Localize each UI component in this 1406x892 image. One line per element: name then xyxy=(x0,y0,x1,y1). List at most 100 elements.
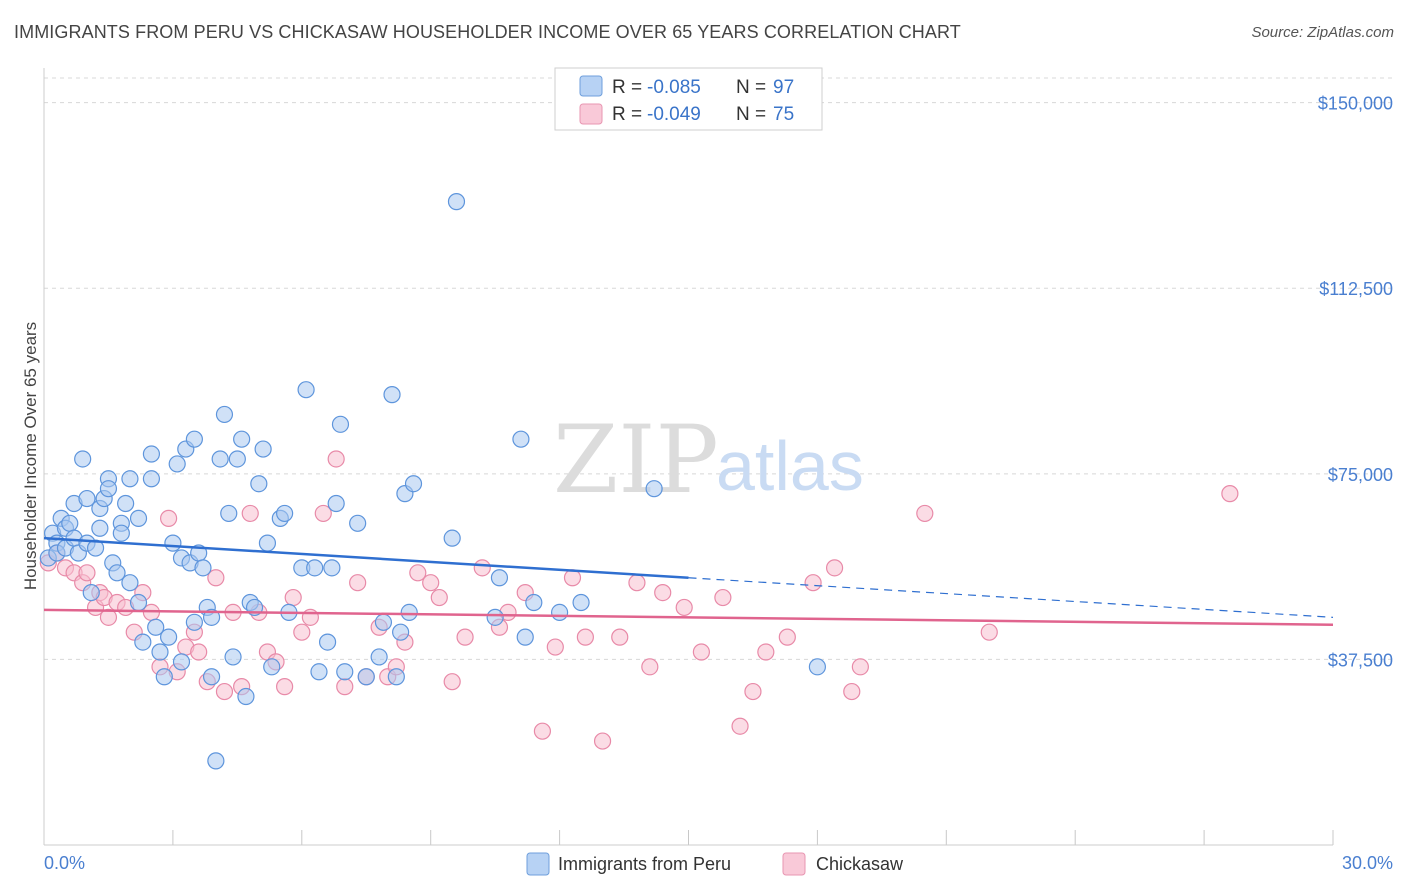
chickasaw-point xyxy=(546,638,564,656)
peru-point xyxy=(550,603,569,621)
chickasaw-point xyxy=(349,574,367,592)
peru-point xyxy=(258,534,277,552)
peru-points xyxy=(39,193,827,770)
chickasaw-point xyxy=(284,588,302,607)
legend-r-label-1: R = xyxy=(612,77,642,98)
legend-swatch-blue xyxy=(579,75,603,97)
chickasaw-point xyxy=(593,732,612,750)
chickasaw-point xyxy=(456,628,474,646)
chickasaw-point xyxy=(327,450,345,468)
x-tick-min: 0.0% xyxy=(44,853,85,873)
peru-point xyxy=(276,504,294,523)
peru-point xyxy=(172,653,191,671)
chickasaw-point xyxy=(190,643,208,661)
peru-point xyxy=(82,583,100,602)
chickasaw-trend-line xyxy=(43,608,1334,627)
peru-point xyxy=(99,480,118,498)
peru-point xyxy=(155,668,173,686)
peru-point xyxy=(237,687,255,706)
peru-point xyxy=(323,559,341,577)
watermark-atlas: atlas xyxy=(716,427,864,505)
peru-point xyxy=(151,643,169,661)
peru-point xyxy=(233,430,251,448)
legend-n-label-1: N = xyxy=(736,77,766,98)
peru-point xyxy=(142,445,161,463)
watermark-zip: ZIP xyxy=(553,406,719,515)
peru-point xyxy=(134,633,152,651)
chickasaw-point xyxy=(409,564,427,582)
legend-r-value-1: -0.085 xyxy=(647,77,701,98)
peru-point xyxy=(572,593,590,612)
peru-point xyxy=(207,752,225,770)
peru-point xyxy=(228,450,246,468)
peru-point xyxy=(349,514,367,532)
x-tick-max: 30.0% xyxy=(1342,853,1393,873)
y-tick-label: $75,000 xyxy=(1328,465,1393,485)
chickasaw-point xyxy=(654,583,672,602)
peru-point xyxy=(374,613,393,631)
peru-point xyxy=(645,480,663,498)
y-tick-labels: $37,500 $75,000 $112,500 $150,000 xyxy=(1318,94,1393,671)
chickasaw-point xyxy=(628,574,646,592)
peru-point xyxy=(808,658,827,676)
peru-point xyxy=(310,663,328,681)
peru-point xyxy=(147,618,165,636)
peru-point xyxy=(392,623,410,641)
peru-point xyxy=(400,603,418,621)
peru-point xyxy=(297,381,315,399)
chickasaw-point xyxy=(422,574,440,592)
y-tick-label: $150,000 xyxy=(1318,94,1393,114)
legend-swatch-peru xyxy=(526,852,550,876)
peru-point xyxy=(117,494,135,513)
peru-point xyxy=(387,668,405,686)
legend-r-label-2: R = xyxy=(612,104,642,125)
chart-source: Source: ZipAtlas.com xyxy=(1251,24,1394,41)
peru-point xyxy=(129,593,148,612)
chickasaw-point xyxy=(757,643,775,661)
peru-point xyxy=(318,633,337,651)
peru-point xyxy=(121,574,139,592)
y-axis-label: Householder Income Over 65 years xyxy=(21,322,40,590)
chickasaw-point xyxy=(980,623,998,641)
peru-point xyxy=(185,430,203,448)
legend-r-value-2: -0.049 xyxy=(647,104,701,125)
peru-point xyxy=(516,628,534,646)
series-legend: Immigrants from Peru Chickasaw xyxy=(526,852,904,876)
peru-point xyxy=(78,489,96,508)
x-axis xyxy=(43,68,1333,846)
correlation-legend: R = -0.085 N = 97 R = -0.049 N = 75 xyxy=(554,67,823,131)
peru-point xyxy=(215,405,234,424)
peru-point xyxy=(331,415,350,433)
chickasaw-point xyxy=(843,682,861,701)
chickasaw-point xyxy=(641,658,659,676)
peru-point xyxy=(404,475,423,493)
trend-lines xyxy=(43,536,1334,627)
peru-point xyxy=(525,593,543,612)
chickasaw-point xyxy=(336,678,354,696)
chickasaw-point xyxy=(314,504,332,523)
peru-point xyxy=(108,564,126,582)
peru-point xyxy=(263,658,281,676)
peru-point xyxy=(220,504,238,523)
peru-point xyxy=(160,628,178,646)
peru-point xyxy=(490,569,509,587)
chickasaw-point xyxy=(714,588,732,607)
chickasaw-point xyxy=(804,574,822,592)
peru-point xyxy=(336,663,354,681)
peru-point xyxy=(74,450,92,468)
chickasaw-point xyxy=(207,569,225,587)
peru-point xyxy=(447,193,466,211)
chickasaw-point xyxy=(99,608,118,626)
peru-point xyxy=(121,470,139,488)
peru-point xyxy=(164,534,182,552)
chickasaw-point xyxy=(778,628,796,646)
chickasaw-point xyxy=(916,504,934,523)
chickasaw-point xyxy=(1221,485,1239,503)
peru-point xyxy=(61,514,79,532)
peru-point xyxy=(185,613,203,631)
chickasaw-point xyxy=(430,588,448,607)
peru-point xyxy=(224,648,242,666)
legend-n-value-2: 75 xyxy=(773,104,794,125)
chickasaw-point xyxy=(825,559,844,577)
